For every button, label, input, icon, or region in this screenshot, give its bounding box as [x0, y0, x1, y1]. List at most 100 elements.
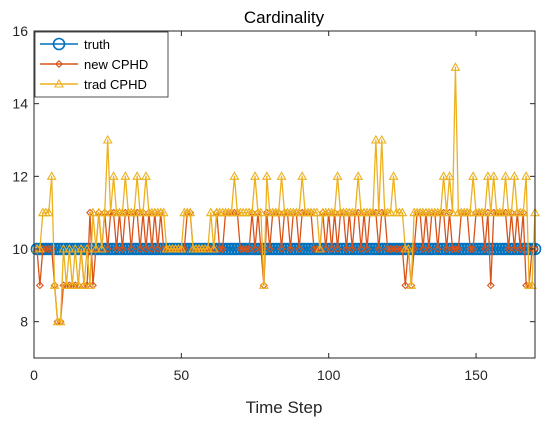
data-point-trad-cphd — [506, 207, 517, 217]
data-point-new-cphd — [424, 245, 433, 253]
data-point-trad-cphd — [465, 207, 476, 217]
data-point-trad-cphd — [261, 171, 272, 180]
data-point-new-cphd — [142, 245, 150, 253]
data-point-trad-cphd — [55, 316, 66, 326]
data-point-trad-cphd — [96, 243, 107, 253]
data-point-new-cphd — [277, 245, 286, 253]
data-point-trad-cphd — [485, 207, 496, 217]
data-point-trad-cphd — [329, 207, 340, 217]
legend-item-trad-cphd: trad CPHD — [40, 77, 147, 92]
tick-layer: 0 50 100 150 8 10 12 14 16 — [12, 23, 535, 383]
legend-label-truth: truth — [84, 37, 110, 52]
data-point-trad-cphd — [438, 171, 449, 180]
data-point-new-cphd — [486, 281, 495, 290]
data-point-trad-cphd — [229, 171, 240, 180]
data-point-new-cphd — [466, 245, 475, 253]
x-tick-label: 0 — [30, 367, 38, 383]
data-point-new-cphd — [389, 245, 398, 253]
data-point-trad-cphd — [255, 207, 266, 217]
data-point-trad-cphd — [82, 243, 92, 253]
data-point-trad-cphd — [61, 280, 72, 289]
data-point-trad-cphd — [76, 243, 87, 253]
data-point-new-cphd — [363, 245, 371, 253]
data-point-new-cphd — [386, 245, 395, 253]
data-point-new-cphd — [147, 245, 156, 253]
data-point-new-cphd — [454, 245, 463, 253]
data-point-new-cphd — [469, 245, 478, 253]
legend-marker-truth — [52, 37, 66, 51]
data-point-trad-cphd — [509, 171, 520, 180]
data-point-new-cphd — [480, 245, 489, 253]
data-point-trad-cphd — [102, 134, 113, 144]
axes-box — [33, 30, 536, 359]
y-tick-label: 8 — [20, 314, 28, 330]
data-point-trad-cphd — [518, 207, 529, 217]
data-point-new-cphd — [516, 245, 525, 253]
data-point-trad-cphd — [73, 280, 84, 289]
data-point-new-cphd — [218, 245, 227, 253]
data-point-trad-cphd — [117, 207, 128, 217]
data-point-trad-cphd — [444, 171, 455, 180]
data-point-trad-cphd — [226, 207, 237, 217]
data-point-trad-cphd — [350, 207, 361, 217]
y-tick-label: 16 — [12, 23, 28, 39]
data-point-new-cphd — [448, 245, 457, 253]
data-point-new-cphd — [41, 245, 50, 253]
data-point-new-cphd — [419, 245, 427, 253]
data-point-trad-cphd — [105, 207, 116, 217]
data-point-new-cphd — [504, 245, 513, 253]
data-point-new-cphd — [265, 245, 274, 253]
data-point-trad-cphd — [49, 280, 60, 289]
data-point-new-cphd — [510, 245, 519, 253]
data-point-trad-cphd — [132, 171, 143, 180]
data-point-trad-cphd — [479, 207, 490, 217]
data-point-trad-cphd — [250, 171, 260, 180]
data-point-trad-cphd — [108, 171, 119, 180]
series-trad-cphd — [31, 62, 540, 326]
data-point-trad-cphd — [367, 207, 378, 217]
data-point-new-cphd — [118, 245, 127, 253]
data-point-new-cphd — [242, 245, 251, 253]
data-point-new-cphd — [251, 245, 260, 253]
data-point-new-cphd — [245, 245, 254, 253]
data-point-trad-cphd — [468, 171, 479, 180]
data-point-new-cphd — [410, 245, 419, 253]
data-point-new-cphd — [256, 245, 265, 253]
data-point-new-cphd — [321, 245, 330, 253]
data-point-trad-cphd — [447, 207, 458, 217]
data-point-trad-cphd — [258, 280, 269, 289]
data-point-new-cphd — [383, 245, 392, 253]
data-point-new-cphd — [348, 245, 357, 253]
data-point-trad-cphd — [70, 243, 81, 253]
data-point-new-cphd — [127, 245, 136, 253]
data-point-trad-cphd — [441, 207, 452, 217]
x-tick-label: 50 — [174, 367, 190, 383]
data-point-trad-cphd — [87, 207, 98, 217]
data-point-new-cphd — [451, 245, 460, 253]
legend-label-new-cphd: new CPHD — [84, 57, 148, 72]
data-point-trad-cphd — [482, 171, 493, 180]
data-point-new-cphd — [401, 281, 410, 290]
legend-items: truth new CPHD trad CPHD — [40, 37, 148, 92]
data-point-trad-cphd — [397, 207, 408, 217]
legend-marker-trad-cphd — [54, 78, 64, 88]
data-point-new-cphd — [374, 245, 383, 253]
data-point-trad-cphd — [99, 207, 110, 217]
data-point-trad-cphd — [314, 243, 325, 253]
data-point-new-cphd — [35, 281, 44, 290]
data-point-trad-cphd — [90, 243, 101, 253]
data-point-trad-cphd — [353, 171, 364, 180]
data-point-trad-cphd — [311, 207, 322, 217]
data-point-new-cphd — [103, 245, 112, 253]
data-point-trad-cphd — [450, 62, 461, 71]
data-point-new-cphd — [309, 245, 318, 253]
data-point-trad-cphd — [497, 207, 508, 217]
data-point-new-cphd — [112, 245, 121, 253]
data-point-trad-cphd — [64, 243, 75, 253]
data-point-trad-cphd — [406, 280, 417, 289]
data-point-new-cphd — [433, 245, 442, 253]
data-point-trad-cphd — [185, 207, 196, 217]
data-point-trad-cphd — [129, 207, 140, 217]
data-point-new-cphd — [236, 245, 245, 253]
